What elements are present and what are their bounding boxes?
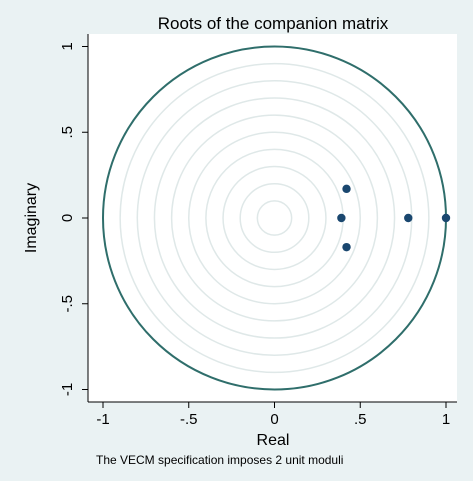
root-point — [441, 213, 451, 223]
reference-circle — [222, 165, 327, 271]
y-tick-label: .5 — [59, 126, 76, 139]
root-point — [337, 213, 346, 223]
reference-circle — [256, 200, 293, 236]
reference-circle — [239, 182, 310, 254]
x-tick-label: 1 — [442, 411, 450, 428]
chart-title: Roots of the companion matrix — [158, 14, 389, 33]
x-axis-label: Real — [257, 432, 290, 449]
reference-circle — [170, 114, 379, 322]
root-point — [342, 184, 351, 194]
root-point — [404, 213, 413, 223]
reference-circle — [153, 97, 396, 339]
x-axis-ticks: -1 -.5 0 .5 1 — [96, 402, 450, 428]
plot-region — [88, 34, 457, 402]
x-tick-label: -.5 — [180, 411, 198, 428]
x-tick-label: .5 — [354, 411, 367, 428]
y-axis-label: Imaginary — [23, 183, 40, 253]
x-tick-label: -1 — [96, 411, 109, 428]
reference-circle — [188, 131, 361, 305]
root-points — [337, 184, 451, 252]
y-tick-label: 1 — [59, 42, 76, 50]
y-axis-ticks: -1 -.5 0 .5 1 — [59, 42, 88, 396]
y-tick-label: -1 — [59, 383, 76, 396]
y-tick-label: -.5 — [59, 295, 76, 313]
root-point — [342, 242, 351, 252]
reference-circle — [119, 62, 430, 374]
y-tick-label: 0 — [59, 214, 76, 222]
chart-note: The VECM specification imposes 2 unit mo… — [96, 453, 343, 467]
x-tick-label: 0 — [270, 411, 278, 428]
